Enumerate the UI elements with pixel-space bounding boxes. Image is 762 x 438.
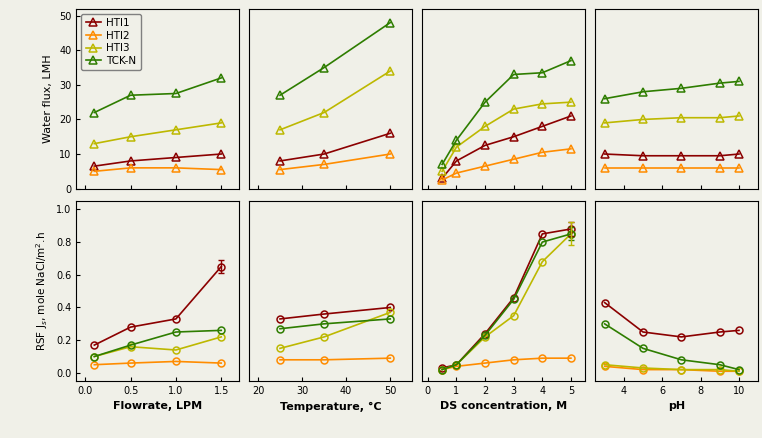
X-axis label: DS concentration, M: DS concentration, M <box>440 402 567 411</box>
X-axis label: Temperature, °C: Temperature, °C <box>280 402 382 412</box>
X-axis label: pH: pH <box>668 402 685 411</box>
Y-axis label: Water flux, LMH: Water flux, LMH <box>43 54 53 143</box>
Legend: HTI1, HTI2, HTI3, TCK-N: HTI1, HTI2, HTI3, TCK-N <box>82 14 141 70</box>
Y-axis label: RSF J$_s$, mole NaCl/m$^2$.h: RSF J$_s$, mole NaCl/m$^2$.h <box>34 231 50 351</box>
X-axis label: Flowrate, LPM: Flowrate, LPM <box>114 402 203 411</box>
